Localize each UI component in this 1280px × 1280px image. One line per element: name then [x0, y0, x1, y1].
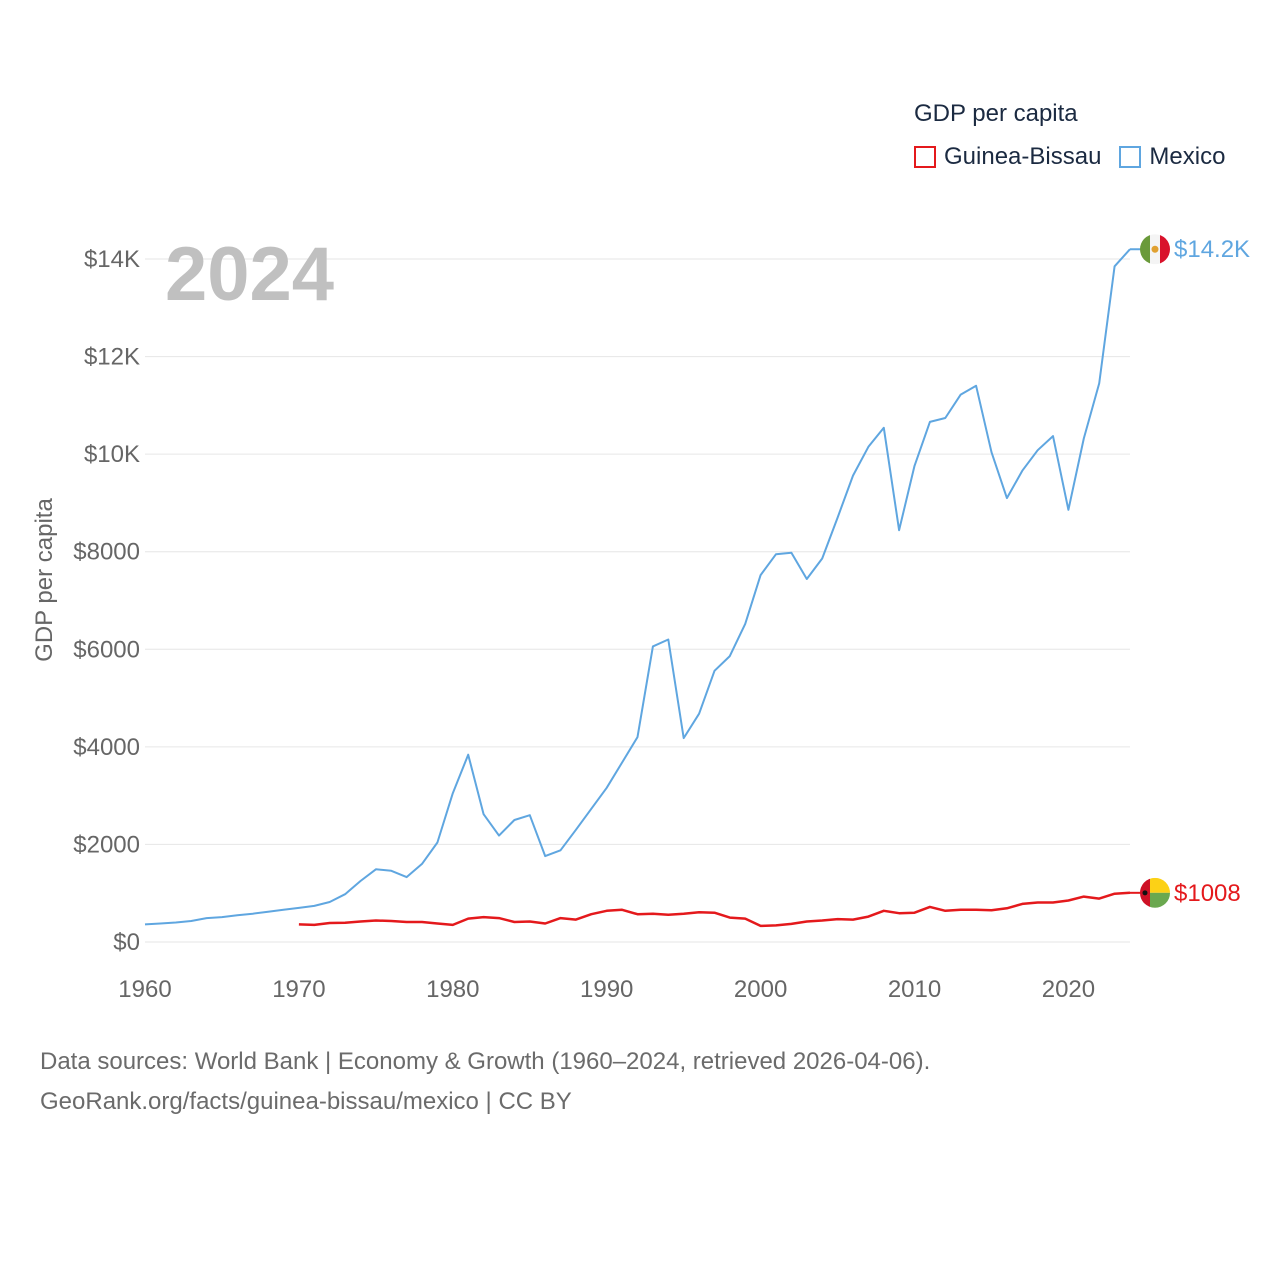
y-tick-label: $6000: [73, 636, 140, 663]
x-tick-label: 2010: [888, 976, 941, 1003]
source-line: Data sources: World Bank | Economy & Gro…: [40, 1048, 931, 1075]
series-line-mexico: [144, 248, 1131, 926]
legend-title: GDP per capita: [914, 100, 1078, 127]
legend-item-guinea-bissau[interactable]: Guinea-Bissau: [914, 143, 1101, 171]
end-value-label: $1008: [1174, 880, 1241, 907]
y-tick-label: $10K: [84, 441, 140, 468]
legend-swatch-guinea-bissau: [914, 146, 936, 168]
y-axis-ticks: $0 $2000 $4000 $6000 $8000 $10K $12K $14K: [73, 246, 140, 956]
series-line-guinea-bissau: [298, 891, 1131, 928]
end-labels: $14.2K $1008: [1130, 234, 1250, 908]
gridlines: [145, 258, 1130, 943]
legend-item-mexico[interactable]: Mexico: [1119, 143, 1225, 171]
legend-swatch-mexico: [1119, 146, 1142, 168]
data-source-note: Data sources: World Bank | Economy & Gro…: [40, 1042, 930, 1122]
legend: Guinea-Bissau Mexico: [914, 143, 1243, 171]
legend-label: Guinea-Bissau: [944, 143, 1102, 170]
x-tick-label: 2000: [734, 976, 787, 1003]
end-value-label: $14.2K: [1174, 236, 1250, 263]
y-axis-title: GDP per capita: [31, 498, 58, 662]
legend-label: Mexico: [1149, 143, 1226, 170]
x-tick-label: 2020: [1042, 976, 1095, 1003]
x-axis-ticks: 1960 1970 1980 1990 2000 2010 2020: [118, 976, 1095, 1003]
y-tick-label: $12K: [84, 344, 140, 371]
y-tick-label: $0: [113, 929, 140, 956]
x-tick-label: 1980: [426, 976, 479, 1003]
y-tick-label: $4000: [73, 734, 140, 761]
source-link[interactable]: GeoRank.org/facts/guinea-bissau/mexico |…: [40, 1088, 572, 1115]
year-label: 2024: [165, 232, 334, 317]
y-tick-label: $8000: [73, 539, 140, 566]
guinea-bissau-flag-icon: [1140, 877, 1170, 908]
mexico-flag-icon: [1140, 234, 1170, 265]
y-tick-label: $14K: [84, 246, 140, 273]
series-lines: [144, 248, 1131, 928]
x-tick-label: 1990: [580, 976, 633, 1003]
x-tick-label: 1970: [272, 976, 325, 1003]
y-tick-label: $2000: [73, 831, 140, 858]
x-tick-label: 1960: [118, 976, 171, 1003]
